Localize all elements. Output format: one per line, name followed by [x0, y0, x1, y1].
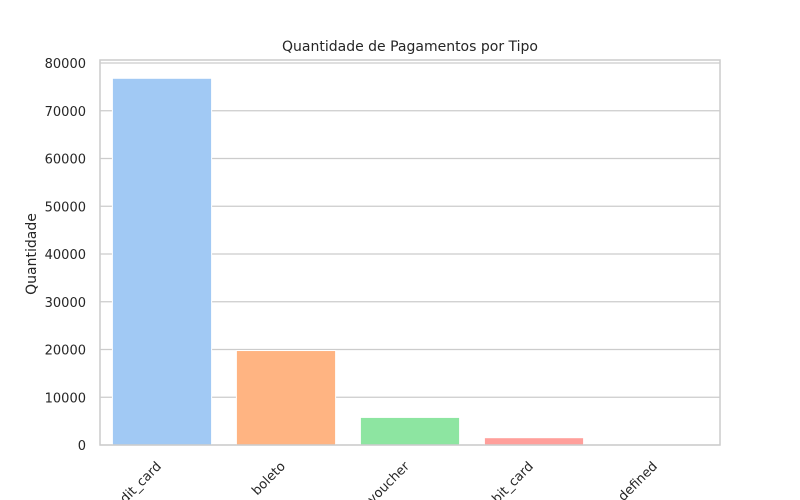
bar-boleto: [235, 350, 337, 446]
y-tick-label: 10000: [45, 391, 86, 406]
x-tick-label: debit_card: [478, 459, 537, 500]
y-tick-label: 70000: [45, 105, 86, 120]
y-tick-label: 50000: [45, 200, 86, 215]
plot-frame: [99, 59, 721, 446]
bar-voucher: [359, 416, 461, 446]
bar-credit-card: [111, 77, 213, 446]
y-axis-label: Quantidade: [24, 213, 40, 295]
x-tick-labels: credit_card boleto voucher debit_card not_de…: [103, 459, 661, 500]
y-tick-labels: 0 10000 20000 30000 40000 50000 60000 70000 8000…: [45, 57, 86, 454]
y-tick-label: 20000: [45, 344, 86, 359]
x-tick-label: not_defined: [596, 459, 661, 500]
y-tick-label: 60000: [45, 153, 86, 168]
y-tick-label: 80000: [45, 57, 86, 72]
bars: [111, 77, 709, 446]
y-tick-label: 40000: [45, 248, 86, 263]
x-tick-label: voucher: [365, 459, 413, 500]
bar-debit-card: [483, 437, 585, 446]
y-tick-label: 30000: [45, 296, 86, 311]
x-tick-label: credit_card: [103, 459, 165, 500]
y-tick-label: 0: [78, 439, 86, 454]
chart-title: Quantidade de Pagamentos por Tipo: [282, 39, 538, 55]
x-tick-label: boleto: [249, 459, 289, 499]
